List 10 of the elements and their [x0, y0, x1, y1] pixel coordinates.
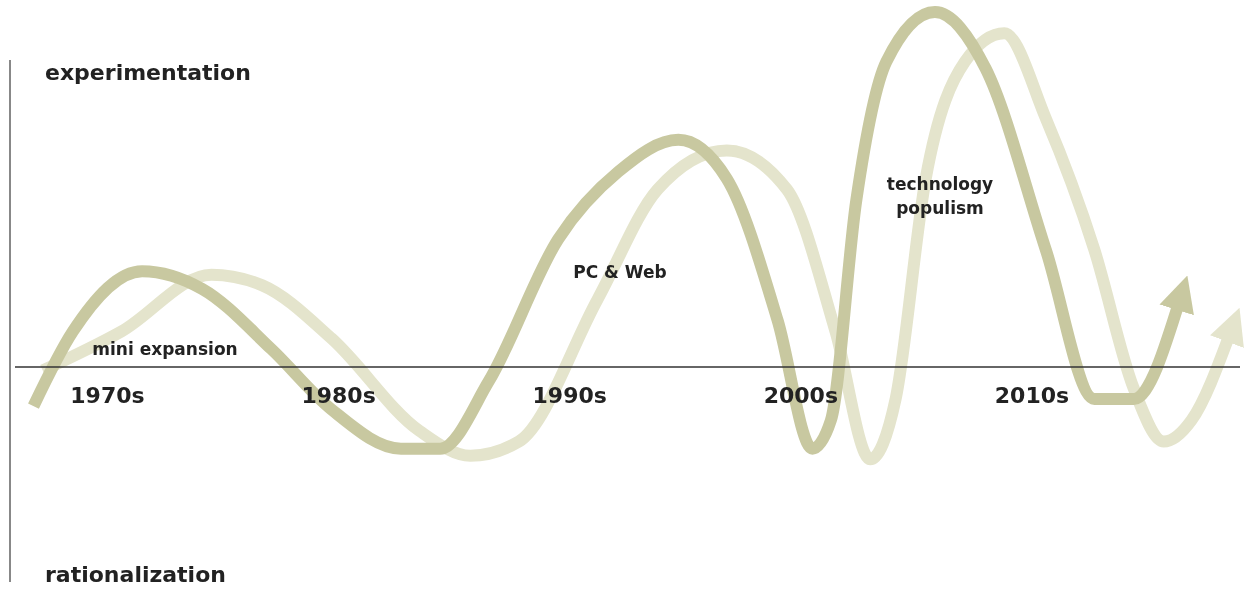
x-tick-label: 1990s — [532, 383, 607, 408]
x-tick-label: 1980s — [301, 383, 376, 408]
annotation: experimentation — [45, 60, 251, 85]
x-tick-label: 1970s — [70, 383, 145, 408]
x-tick-label: 2000s — [763, 383, 839, 408]
text: rationalization — [45, 562, 226, 587]
annotation: mini expansion — [92, 339, 238, 359]
annotation: PC & Web — [573, 262, 667, 282]
x-tick-label: 2010s — [994, 383, 1070, 408]
annotation: technology populism — [886, 174, 994, 218]
